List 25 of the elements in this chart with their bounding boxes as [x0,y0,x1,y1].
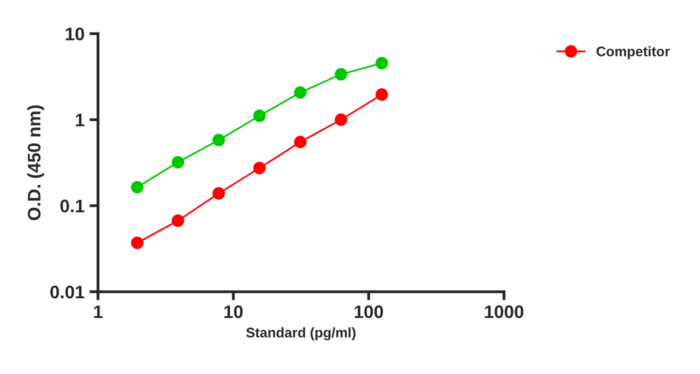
point [131,180,144,194]
y-tick-label: 0.01 [50,286,84,298]
point [212,187,225,200]
point [294,86,307,99]
point [172,214,184,227]
y-axis-title: O.D. (450 nm) [27,105,44,220]
point [131,236,144,250]
point [334,113,348,126]
point [376,56,388,70]
point [253,110,266,122]
legend-label: Competitor [596,46,670,60]
x-tick-label: 10 [224,305,243,318]
point [212,134,225,146]
point [253,162,266,174]
y-tick-label: 0.1 [60,200,84,212]
point [294,136,307,148]
point [376,88,388,101]
point [172,156,184,168]
x-axis-title: Standard (pg/ml) [246,327,356,340]
x-tick-label: 1000 [485,305,524,318]
x-tick-label: 100 [354,305,383,318]
y-tick-label: 10 [66,28,84,40]
x-tick-label: 1 [94,306,103,318]
point [334,68,348,81]
y-tick-label: 1 [76,114,84,126]
